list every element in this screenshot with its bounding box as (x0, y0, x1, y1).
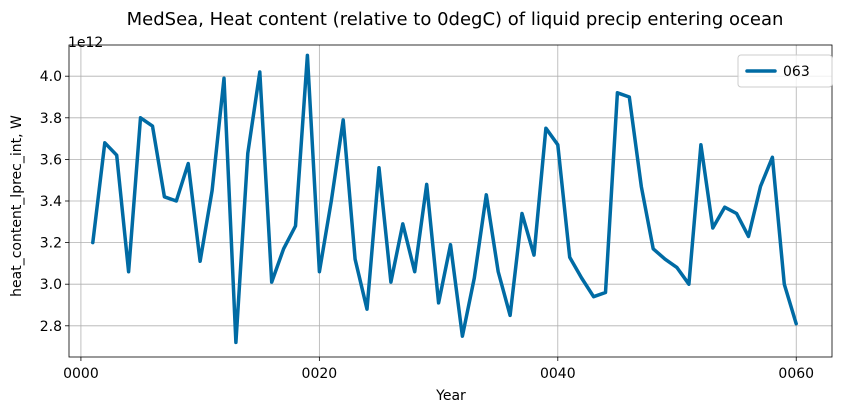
data-point (222, 77, 226, 80)
data-point (306, 54, 309, 57)
data-point (258, 70, 261, 74)
y-tick-label: 3.4 (40, 194, 62, 210)
data-point (151, 124, 154, 128)
data-point (711, 226, 714, 230)
x-tick-label: 0040 (540, 366, 576, 382)
series-line-063 (91, 53, 798, 345)
data-point (342, 118, 345, 122)
data-point (640, 185, 643, 188)
data-point (771, 156, 774, 159)
y-axis-label: heat_content_lprec_int, W (9, 115, 25, 297)
data-point (651, 247, 655, 251)
grid (69, 45, 832, 357)
data-point (485, 193, 488, 196)
data-point (294, 224, 297, 228)
data-point (115, 154, 118, 157)
data-point (687, 283, 691, 286)
y-tick-label: 3.8 (40, 111, 62, 127)
data-point (663, 258, 667, 261)
legend: 063 (737, 54, 833, 88)
data-point (139, 116, 142, 120)
x-tick-label: 0000 (63, 366, 99, 382)
data-point (413, 270, 416, 273)
data-point (556, 143, 559, 147)
data-point (401, 222, 405, 226)
data-point (795, 322, 798, 325)
data-point (449, 243, 452, 246)
data-point (532, 253, 536, 257)
data-point (282, 247, 285, 251)
data-point (699, 143, 703, 147)
y-tick-label: 4.0 (40, 69, 62, 85)
data-point (187, 162, 190, 165)
data-point (580, 276, 583, 280)
data-point (496, 270, 500, 273)
data-point (198, 260, 202, 263)
data-point (508, 314, 512, 317)
data-point (544, 127, 548, 130)
x-tick-label: 0020 (302, 366, 338, 382)
y-tick-label: 3.2 (40, 236, 62, 252)
data-point (103, 141, 106, 144)
data-point (473, 276, 476, 280)
data-point (318, 270, 321, 273)
x-axis-label: Year (435, 388, 466, 404)
data-point (747, 235, 750, 238)
data-point (520, 212, 524, 215)
data-point (604, 291, 607, 294)
legend-box (737, 54, 833, 88)
x-tick-label: 0060 (778, 366, 814, 382)
data-point (365, 307, 369, 311)
data-point (628, 95, 631, 99)
data-point (163, 195, 166, 199)
y-axis: 2.8 3.0 3.2 3.4 3.6 3.8 4.0 (40, 69, 69, 335)
chart-title: MedSea, Heat content (relative to 0degC)… (127, 9, 784, 30)
data-point (425, 183, 428, 186)
y-tick-label: 3.0 (40, 277, 62, 293)
data-point (616, 91, 619, 95)
legend-label: 063 (783, 64, 810, 80)
data-point (210, 189, 214, 192)
data-point (675, 266, 679, 269)
data-point (461, 335, 464, 338)
data-point (377, 166, 381, 169)
data-point (389, 280, 393, 284)
data-point (783, 283, 786, 286)
data-point (735, 212, 738, 215)
data-point (723, 206, 726, 209)
y-tick-label: 2.8 (40, 319, 62, 335)
data-point (592, 295, 595, 298)
data-point (246, 151, 250, 155)
data-point (175, 199, 178, 203)
series-layer (91, 53, 798, 345)
x-axis: 0000 0020 0040 0060 (63, 357, 814, 382)
y-tick-label: 3.6 (40, 152, 62, 168)
y-offset-label: 1e12 (68, 35, 103, 51)
data-point (437, 301, 440, 305)
data-point (270, 280, 273, 284)
data-point (127, 270, 130, 273)
data-point (759, 185, 762, 188)
data-point (330, 199, 333, 203)
data-point (234, 341, 238, 344)
data-point (353, 258, 357, 261)
data-point (91, 241, 95, 244)
data-point (568, 255, 571, 259)
